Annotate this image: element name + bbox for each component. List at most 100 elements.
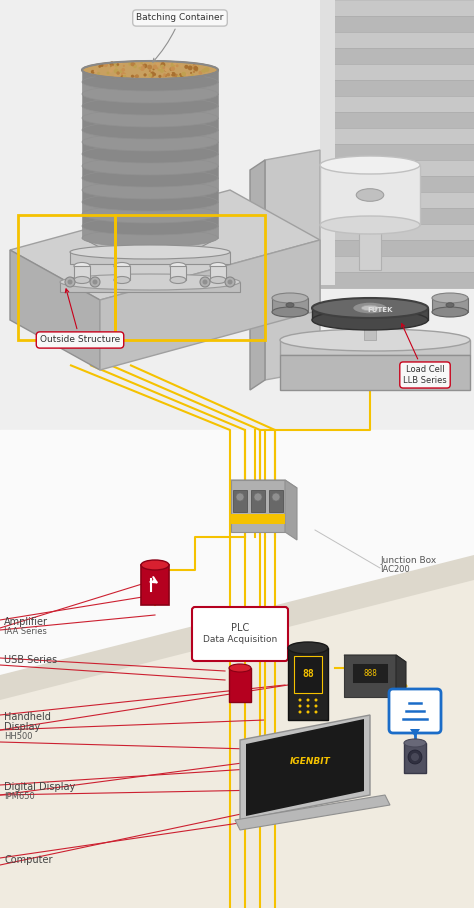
Circle shape xyxy=(133,64,137,68)
Polygon shape xyxy=(320,0,335,285)
Polygon shape xyxy=(320,144,474,160)
Polygon shape xyxy=(320,192,474,208)
Text: 888: 888 xyxy=(363,668,377,677)
Polygon shape xyxy=(320,256,474,272)
Circle shape xyxy=(138,64,143,68)
Text: FUTEK: FUTEK xyxy=(367,307,393,313)
Circle shape xyxy=(128,62,133,65)
Polygon shape xyxy=(272,298,308,312)
Polygon shape xyxy=(320,224,474,240)
Circle shape xyxy=(188,65,192,70)
Ellipse shape xyxy=(82,205,218,223)
Polygon shape xyxy=(250,160,265,390)
Circle shape xyxy=(111,66,115,70)
Polygon shape xyxy=(210,266,226,280)
Circle shape xyxy=(120,71,124,74)
Circle shape xyxy=(115,64,118,67)
Circle shape xyxy=(153,64,157,69)
Circle shape xyxy=(180,74,184,78)
Ellipse shape xyxy=(210,262,226,270)
Polygon shape xyxy=(280,355,470,390)
Polygon shape xyxy=(344,655,406,662)
Text: Batching Container: Batching Container xyxy=(137,14,224,62)
Circle shape xyxy=(315,710,318,714)
Text: Outside Structure: Outside Structure xyxy=(40,289,120,344)
Circle shape xyxy=(134,75,136,77)
Polygon shape xyxy=(10,250,100,370)
Ellipse shape xyxy=(404,739,426,747)
Circle shape xyxy=(156,62,160,66)
Polygon shape xyxy=(82,178,218,190)
Text: Handheld: Handheld xyxy=(4,712,51,722)
Circle shape xyxy=(193,66,198,71)
Polygon shape xyxy=(82,106,218,118)
Polygon shape xyxy=(229,668,251,702)
Text: 88: 88 xyxy=(302,669,314,679)
Circle shape xyxy=(194,68,198,72)
Ellipse shape xyxy=(312,310,428,330)
Polygon shape xyxy=(170,266,186,280)
Polygon shape xyxy=(74,266,90,280)
Ellipse shape xyxy=(432,293,468,303)
Circle shape xyxy=(130,62,135,66)
Polygon shape xyxy=(265,150,320,380)
Ellipse shape xyxy=(82,85,218,103)
Polygon shape xyxy=(352,663,388,683)
Circle shape xyxy=(135,74,139,78)
Text: Data Acquisition: Data Acquisition xyxy=(203,636,277,645)
Polygon shape xyxy=(231,480,285,532)
Polygon shape xyxy=(320,0,474,16)
Circle shape xyxy=(163,75,164,77)
Polygon shape xyxy=(344,655,396,697)
Polygon shape xyxy=(10,190,320,300)
Circle shape xyxy=(123,64,125,67)
Polygon shape xyxy=(82,94,218,106)
Circle shape xyxy=(150,72,155,76)
Ellipse shape xyxy=(82,181,218,199)
Circle shape xyxy=(254,493,262,501)
Ellipse shape xyxy=(229,664,251,672)
Ellipse shape xyxy=(286,302,294,307)
Circle shape xyxy=(201,70,203,73)
Ellipse shape xyxy=(170,262,186,270)
Circle shape xyxy=(140,65,142,67)
Polygon shape xyxy=(320,64,474,80)
Circle shape xyxy=(191,74,194,76)
Circle shape xyxy=(119,70,123,73)
Ellipse shape xyxy=(170,277,186,283)
Circle shape xyxy=(131,74,134,78)
Ellipse shape xyxy=(82,97,218,115)
Text: Load Cell
LLB Series: Load Cell LLB Series xyxy=(401,323,447,385)
Polygon shape xyxy=(82,118,218,130)
Circle shape xyxy=(228,280,233,284)
Polygon shape xyxy=(320,96,474,112)
Ellipse shape xyxy=(272,293,308,303)
Polygon shape xyxy=(82,214,218,226)
Circle shape xyxy=(160,67,163,71)
Circle shape xyxy=(91,70,95,74)
Polygon shape xyxy=(141,565,169,605)
Circle shape xyxy=(149,70,151,72)
Circle shape xyxy=(140,66,145,71)
Circle shape xyxy=(184,64,188,69)
Circle shape xyxy=(107,72,109,74)
Circle shape xyxy=(307,705,310,707)
Ellipse shape xyxy=(320,216,420,234)
Polygon shape xyxy=(100,240,320,370)
Ellipse shape xyxy=(82,157,218,175)
Text: Computer: Computer xyxy=(4,855,53,865)
Circle shape xyxy=(307,710,310,714)
Polygon shape xyxy=(235,795,390,830)
Circle shape xyxy=(272,493,280,501)
Text: Digital Display: Digital Display xyxy=(4,782,75,792)
Circle shape xyxy=(171,72,176,76)
Polygon shape xyxy=(359,180,381,270)
Circle shape xyxy=(204,67,208,72)
Ellipse shape xyxy=(82,61,218,79)
Circle shape xyxy=(160,69,164,73)
Polygon shape xyxy=(294,656,322,693)
Text: Amplifier: Amplifier xyxy=(4,617,48,627)
Polygon shape xyxy=(320,240,474,256)
Polygon shape xyxy=(114,266,130,280)
Ellipse shape xyxy=(320,156,420,174)
